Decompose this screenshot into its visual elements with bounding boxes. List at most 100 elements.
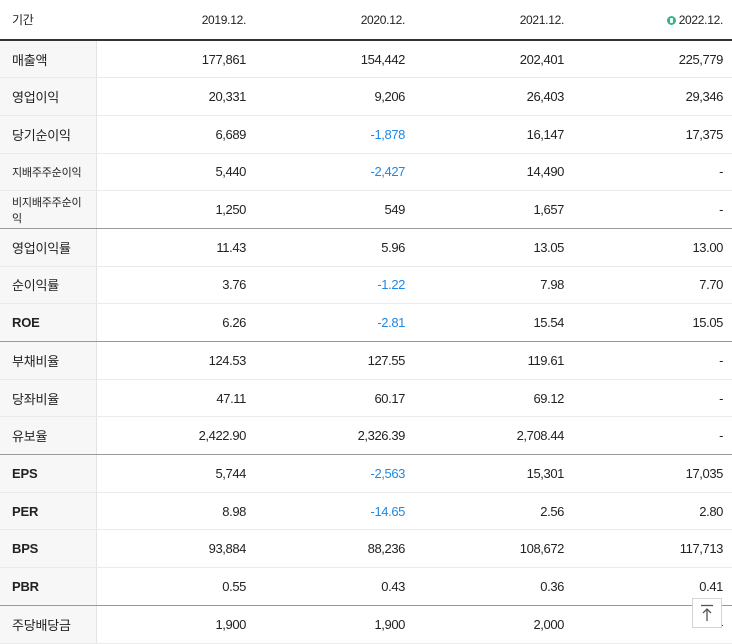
row-label: BPS xyxy=(0,529,97,569)
row-label: 당기순이익 xyxy=(0,115,97,154)
table-row: 매출액 177,861 154,442 202,401 225,779 xyxy=(0,40,732,79)
cell-value: 2,000 xyxy=(414,605,573,644)
row-label: ROE xyxy=(0,303,97,342)
cell-value: 2.56 xyxy=(414,492,573,531)
cell-value: 0.43 xyxy=(255,567,414,606)
cell-value: 108,672 xyxy=(414,529,573,569)
cell-value: 2,708.44 xyxy=(414,416,573,456)
cell-value: 13.00 xyxy=(573,228,732,267)
header-row: 기간 2019.12. 2020.12. 2021.12. 2022.12. xyxy=(0,0,732,41)
cell-value: 154,442 xyxy=(255,40,414,79)
cell-value: 88,236 xyxy=(255,529,414,569)
cell-value: 225,779 xyxy=(573,40,732,79)
row-label: 당좌비율 xyxy=(0,379,97,418)
row-label: 부채비율 xyxy=(0,341,97,380)
cell-value: 2.80 xyxy=(573,492,732,531)
cell-value: 60.17 xyxy=(255,379,414,418)
cell-value: 16,147 xyxy=(414,115,573,154)
cell-value: 0.36 xyxy=(414,567,573,606)
cell-value: 29,346 xyxy=(573,77,732,116)
cell-value: 7.98 xyxy=(414,266,573,305)
cell-value: 117,713 xyxy=(573,529,732,569)
cell-value: 2,326.39 xyxy=(255,416,414,456)
cell-value: 15.05 xyxy=(573,303,732,342)
table-row: 비지배주주순이익 1,250 549 1,657 - xyxy=(0,190,732,229)
row-label: 비지배주주순이익 xyxy=(0,190,97,229)
row-label: 지배주주순이익 xyxy=(0,153,97,192)
table-row: ROE 6.26 -2.81 15.54 15.05 xyxy=(0,303,732,342)
table-row: 영업이익률 11.43 5.96 13.05 13.00 xyxy=(0,228,732,267)
cell-value: 1,900 xyxy=(255,605,414,644)
cell-value: 2,422.90 xyxy=(96,416,255,456)
cell-value: 20,331 xyxy=(96,77,255,116)
cell-value: 15,301 xyxy=(414,454,573,493)
cell-value: 93,884 xyxy=(96,529,255,569)
cell-value: 5,440 xyxy=(96,153,255,192)
cell-value: 5.96 xyxy=(255,228,414,267)
table-row: 부채비율 124.53 127.55 119.61 - xyxy=(0,341,732,380)
table-row: PBR 0.55 0.43 0.36 0.41 xyxy=(0,567,732,606)
cell-value: 549 xyxy=(255,190,414,229)
cell-value: 177,861 xyxy=(96,40,255,79)
cell-value: 202,401 xyxy=(414,40,573,79)
cell-value: -2,427 xyxy=(255,153,414,192)
cell-value: -2.81 xyxy=(255,303,414,342)
cell-value: 11.43 xyxy=(96,228,255,267)
cell-value: 127.55 xyxy=(255,341,414,380)
cell-value: 15.54 xyxy=(414,303,573,342)
cell-value: 13.05 xyxy=(414,228,573,267)
row-label: 매출액 xyxy=(0,40,97,79)
row-label: 영업이익 xyxy=(0,77,97,116)
row-label: 영업이익률 xyxy=(0,228,97,267)
table-row: 지배주주순이익 5,440 -2,427 14,490 - xyxy=(0,153,732,192)
cell-value: 47.11 xyxy=(96,379,255,418)
period-header-2022-text: 2022.12. xyxy=(678,12,724,27)
cell-value: 6.26 xyxy=(96,303,255,342)
cell-value: 8.98 xyxy=(96,492,255,531)
row-label: EPS xyxy=(0,454,97,493)
estimate-badge-icon xyxy=(666,15,676,25)
cell-value: 69.12 xyxy=(414,379,573,418)
table-row: BPS 93,884 88,236 108,672 117,713 xyxy=(0,529,732,569)
cell-value: 17,035 xyxy=(573,454,732,493)
arrow-up-icon xyxy=(701,604,713,621)
cell-value: -1.22 xyxy=(255,266,414,305)
table-row: 당기순이익 6,689 -1,878 16,147 17,375 xyxy=(0,115,732,154)
cell-value: 5,744 xyxy=(96,454,255,493)
cell-value: -1,878 xyxy=(255,115,414,154)
table-row: 영업이익 20,331 9,206 26,403 29,346 xyxy=(0,77,732,116)
cell-value: 1,250 xyxy=(96,190,255,229)
cell-value: 1,900 xyxy=(96,605,255,644)
period-header-2021: 2021.12. xyxy=(414,0,573,41)
cell-value: 1,657 xyxy=(414,190,573,229)
table-row: 주당배당금 1,900 1,900 2,000 - xyxy=(0,605,732,644)
table-row: PER 8.98 -14.65 2.56 2.80 xyxy=(0,492,732,531)
cell-value: - xyxy=(573,416,732,456)
cell-value: - xyxy=(573,341,732,380)
table-row: EPS 5,744 -2,563 15,301 17,035 xyxy=(0,454,732,493)
row-label: PER xyxy=(0,492,97,531)
scroll-to-top-button[interactable] xyxy=(692,598,722,628)
table-row: 당좌비율 47.11 60.17 69.12 - xyxy=(0,379,732,418)
cell-value: 9,206 xyxy=(255,77,414,116)
cell-value: - xyxy=(573,153,732,192)
cell-value: 6,689 xyxy=(96,115,255,154)
cell-value: 119.61 xyxy=(414,341,573,380)
cell-value: -14.65 xyxy=(255,492,414,531)
cell-value: - xyxy=(573,190,732,229)
cell-value: -2,563 xyxy=(255,454,414,493)
table-row: 순이익률 3.76 -1.22 7.98 7.70 xyxy=(0,266,732,305)
period-header-2020: 2020.12. xyxy=(255,0,414,41)
cell-value: 3.76 xyxy=(96,266,255,305)
cell-value: - xyxy=(573,379,732,418)
period-header-2019: 2019.12. xyxy=(96,0,255,41)
row-label: 순이익률 xyxy=(0,266,97,305)
cell-value: 14,490 xyxy=(414,153,573,192)
cell-value: 124.53 xyxy=(96,341,255,380)
row-label: PBR xyxy=(0,567,97,606)
cell-value: 17,375 xyxy=(573,115,732,154)
row-label: 유보율 xyxy=(0,416,97,456)
cell-value: 7.70 xyxy=(573,266,732,305)
period-header-label: 기간 xyxy=(0,0,96,41)
